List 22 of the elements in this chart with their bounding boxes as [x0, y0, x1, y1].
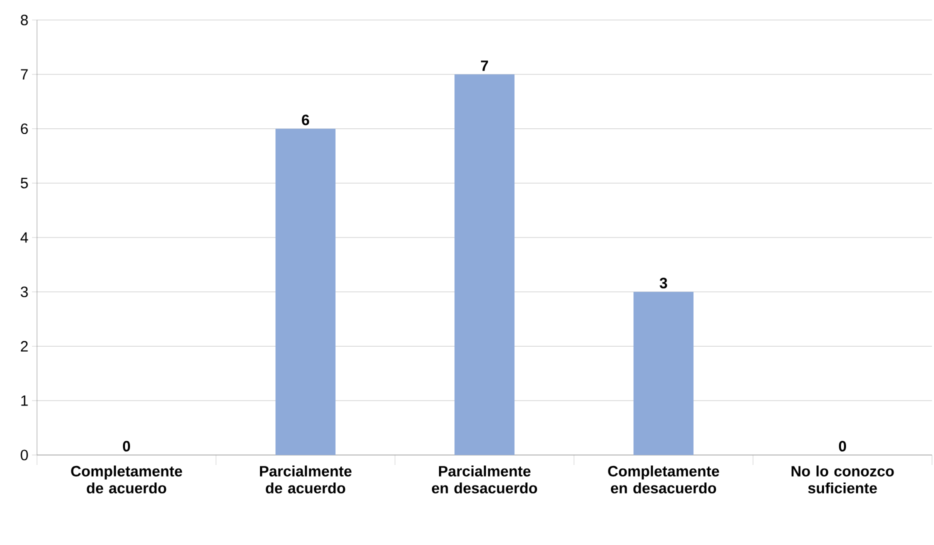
bar — [276, 128, 336, 455]
x-tick-label: No lo conozco suficiente — [792, 466, 894, 494]
data-label: 6 — [302, 114, 310, 126]
data-label: 7 — [480, 60, 488, 71]
y-tick-label: 8 — [20, 14, 28, 26]
y-tick-label: 3 — [20, 286, 28, 298]
bar — [634, 292, 694, 455]
x-tick-label: Parcialmente de acuerdo — [260, 466, 352, 494]
x-tick-label: Parcialmente en desacuerdo — [432, 466, 538, 494]
x-tick-label: Completamente de acuerdo — [71, 466, 182, 494]
y-tick-label: 5 — [20, 178, 28, 188]
data-label: 0 — [122, 440, 130, 452]
y-tick-label: 2 — [20, 341, 28, 352]
y-tick-label: 1 — [21, 395, 28, 406]
y-tick-label: 0 — [20, 450, 28, 460]
data-label: 0 — [838, 440, 846, 452]
bar — [454, 74, 515, 455]
data-label: 3 — [660, 278, 668, 288]
y-tick-label: 6 — [20, 123, 28, 134]
x-tick-label: Completamente en desacuerdo — [608, 466, 720, 494]
y-tick-label: 4 — [20, 232, 28, 243]
y-tick-label: 7 — [20, 69, 28, 80]
